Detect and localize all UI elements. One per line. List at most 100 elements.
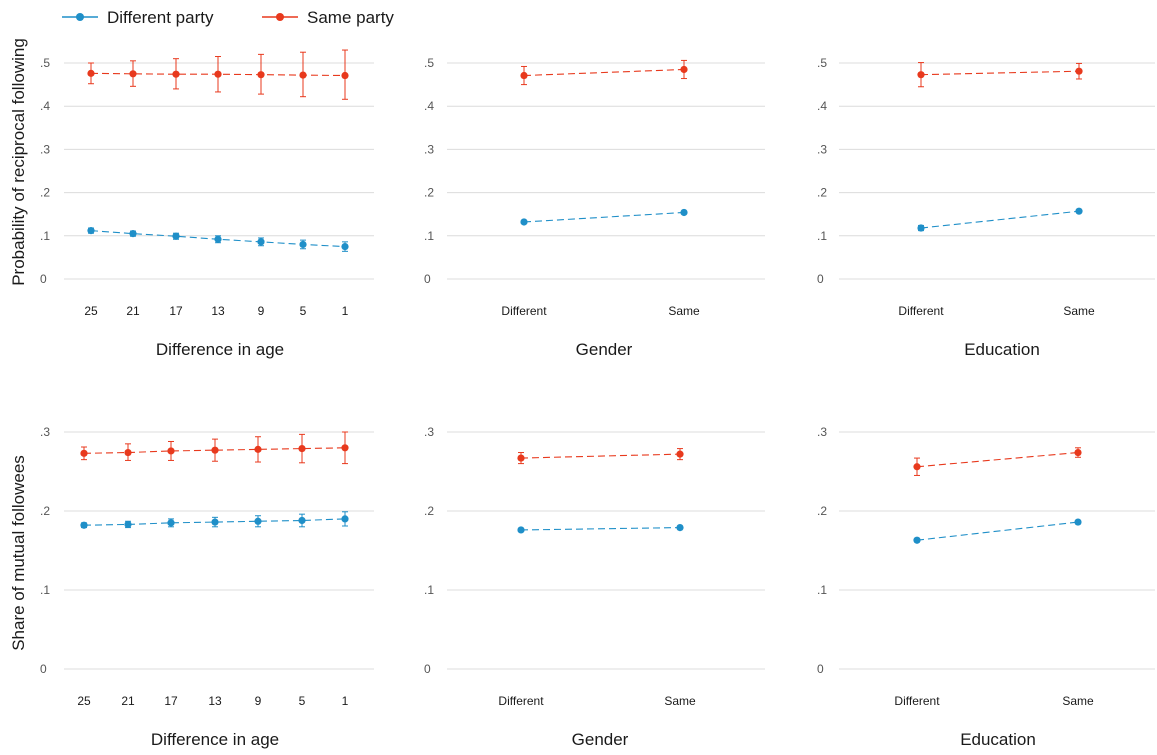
y-axis-label: Probability of reciprocal following [9, 38, 28, 286]
series-same-party [917, 62, 1083, 88]
panel-bottom-middle: 0 .1 .2 .3 Different Same Gender [424, 425, 765, 749]
data-point [341, 444, 349, 452]
panel-top-left: 0 .1 .2 .3 .4 .5 25 21 17 13 9 5 1 Difference in age P… [9, 38, 374, 359]
series-different-party [517, 523, 684, 534]
series-line [523, 68, 685, 77]
panel-top-right: 0 .1 .2 .3 .4 .5 Different Same Education [817, 56, 1155, 359]
series-different-party [87, 227, 349, 252]
data-point [520, 71, 528, 80]
y-tick-label: .3 [424, 142, 434, 156]
y-tick-label: .1 [817, 583, 827, 597]
legend-label: Different party [107, 8, 214, 27]
panel-top-middle: 0 .1 .2 .3 .4 .5 Different Same Gender [424, 56, 765, 359]
x-tick-label: 13 [208, 694, 222, 708]
series-same-party [80, 431, 349, 465]
x-tick-label: 1 [342, 304, 349, 318]
y-tick-label: .5 [424, 56, 434, 70]
data-point [87, 69, 95, 77]
series-line [520, 527, 681, 531]
legend-item: Same party [262, 8, 394, 27]
x-tick-label: Same [1062, 694, 1094, 708]
x-tick-label: Different [898, 304, 944, 318]
legend-label: Same party [307, 8, 394, 27]
y-tick-label: .1 [424, 229, 434, 243]
data-point [676, 523, 684, 532]
series-line [916, 451, 1079, 468]
series-line [520, 453, 681, 459]
series-same-party [913, 447, 1082, 476]
y-tick-label: .3 [40, 425, 50, 439]
x-tick-label: 17 [164, 694, 178, 708]
x-tick-label: Same [664, 694, 696, 708]
series-different-party [80, 511, 349, 529]
y-tick-label: 0 [424, 272, 431, 286]
data-point [341, 71, 349, 80]
data-point [257, 71, 265, 79]
y-tick-label: .3 [817, 425, 827, 439]
y-tick-label: .3 [817, 142, 827, 156]
data-point [299, 240, 307, 249]
y-axis-label: Share of mutual followees [9, 455, 28, 651]
data-point [172, 232, 180, 240]
data-point [257, 238, 265, 246]
data-point [211, 518, 219, 526]
y-tick-label: .1 [817, 229, 827, 243]
data-point [80, 449, 88, 457]
x-tick-label: 25 [77, 694, 91, 708]
y-tick-label: .4 [424, 99, 434, 113]
y-tick-label: .4 [817, 99, 827, 113]
data-point [129, 70, 137, 78]
data-point [520, 218, 528, 226]
data-point [129, 230, 137, 238]
series-same-party [87, 49, 349, 100]
y-tick-label: .3 [40, 142, 50, 156]
y-tick-label: .2 [817, 186, 827, 200]
data-point [517, 526, 525, 534]
data-point [124, 520, 132, 529]
series-line [920, 70, 1080, 76]
data-point [298, 516, 306, 525]
x-tick-label: 5 [300, 304, 307, 318]
data-point [167, 519, 175, 527]
x-axis-label: Education [964, 340, 1040, 359]
y-tick-label: .5 [40, 56, 50, 70]
y-tick-label: 0 [40, 662, 47, 676]
y-tick-label: .2 [817, 504, 827, 518]
data-point [517, 454, 525, 462]
x-tick-label: 5 [299, 694, 306, 708]
x-tick-label: 1 [342, 694, 349, 708]
data-point [1075, 207, 1083, 215]
data-point [1074, 448, 1082, 457]
data-point [913, 536, 921, 544]
series-different-party [520, 208, 688, 226]
data-point [917, 224, 925, 232]
data-point [341, 243, 349, 251]
y-tick-label: 0 [817, 272, 824, 286]
y-tick-label: 0 [817, 662, 824, 676]
series-same-party [517, 448, 684, 465]
series-line [916, 521, 1079, 541]
y-tick-label: .2 [40, 504, 50, 518]
y-tick-label: 0 [424, 662, 431, 676]
y-tick-label: .5 [817, 56, 827, 70]
x-tick-label: Different [501, 304, 547, 318]
data-point [1074, 518, 1082, 526]
y-tick-label: .1 [424, 583, 434, 597]
x-tick-label: Different [498, 694, 544, 708]
series-line [920, 210, 1080, 229]
y-tick-label: .2 [40, 186, 50, 200]
data-point [254, 517, 262, 525]
legend-marker [276, 13, 284, 21]
series-line [523, 211, 685, 223]
data-point [167, 447, 175, 455]
y-tick-label: .4 [40, 99, 50, 113]
x-tick-label: Different [894, 694, 940, 708]
data-point [172, 70, 180, 78]
data-point [1075, 67, 1083, 75]
data-point [80, 521, 88, 529]
y-tick-label: .1 [40, 229, 50, 243]
y-tick-label: .1 [40, 583, 50, 597]
x-tick-label: 17 [169, 304, 183, 318]
legend-marker [76, 13, 84, 21]
